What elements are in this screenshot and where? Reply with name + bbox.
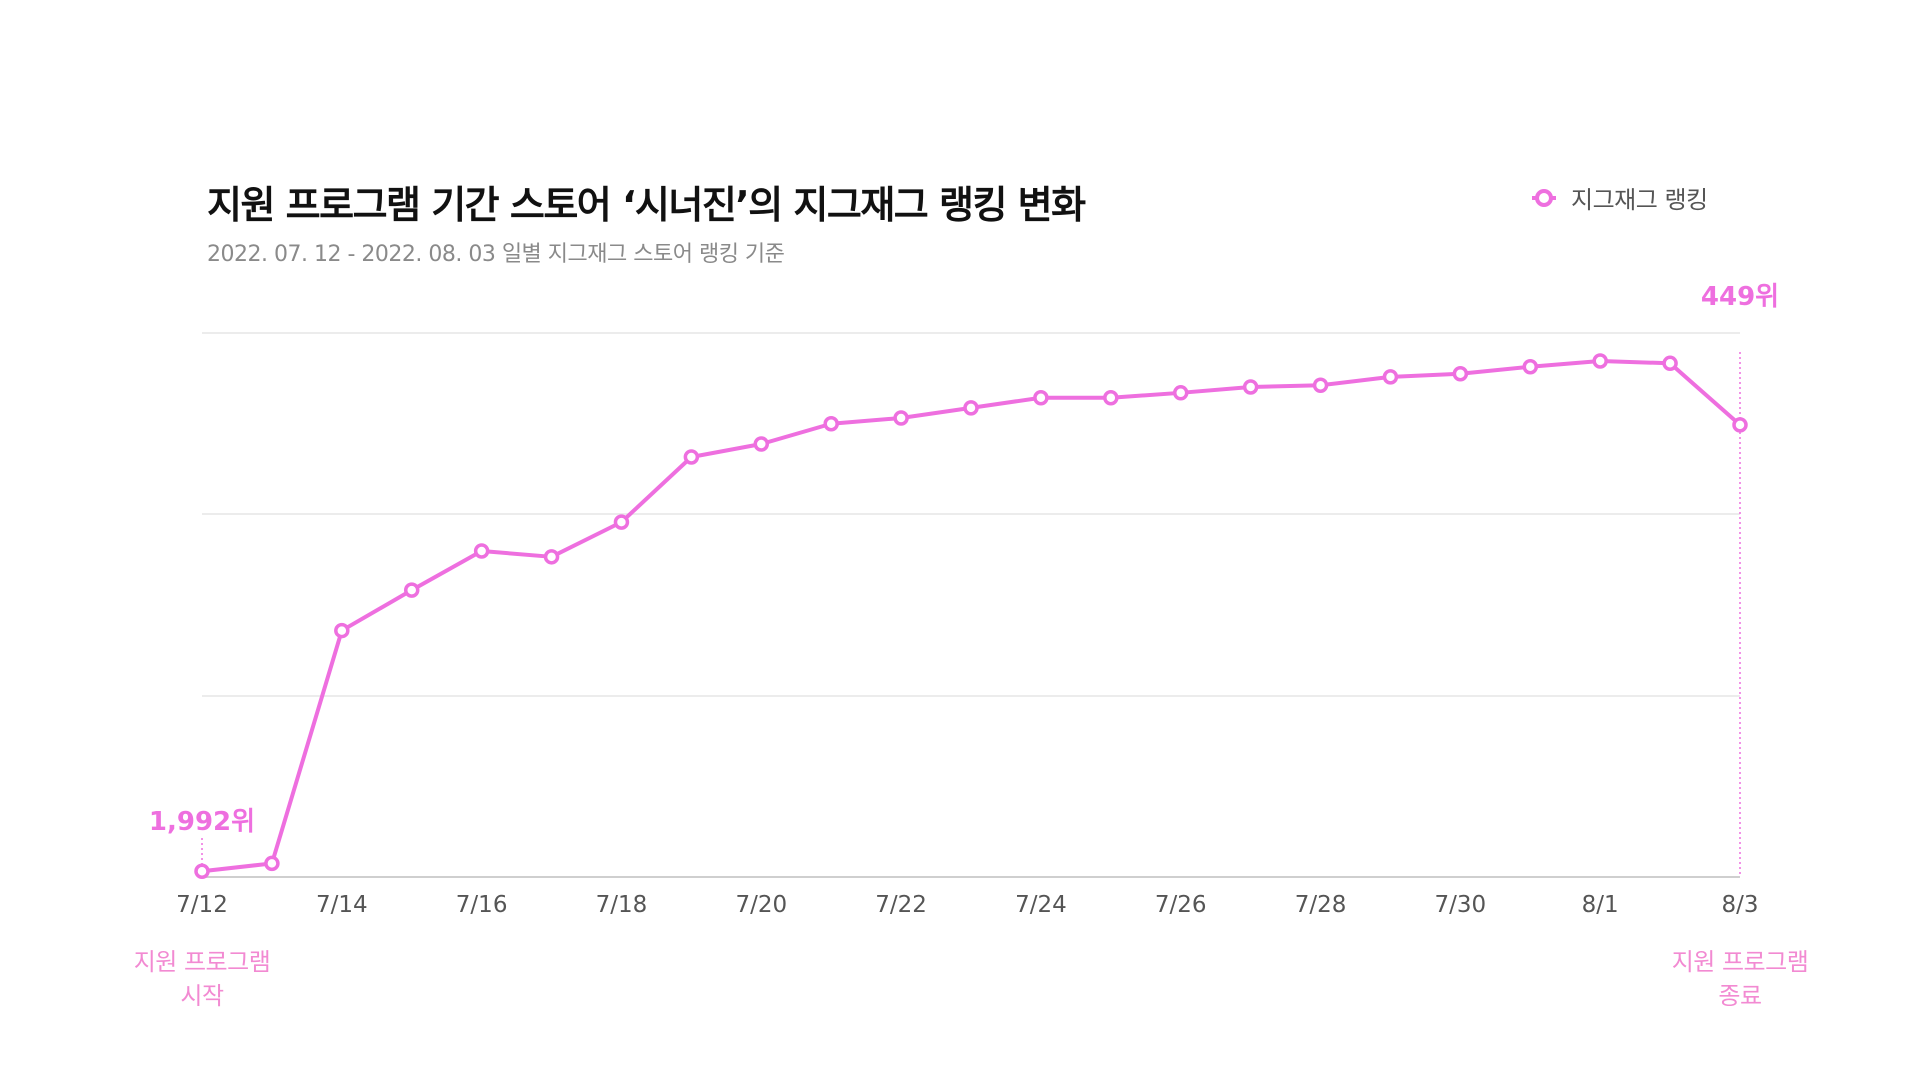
- x-tick-label: 7/22: [875, 892, 927, 918]
- start-value-label: 1,992위: [149, 807, 255, 837]
- data-point: [1732, 417, 1748, 433]
- x-tick-label: 7/30: [1435, 892, 1487, 918]
- data-point: [823, 416, 839, 432]
- program-start-annotation: 지원 프로그램 시작: [112, 945, 292, 1013]
- data-point: [1103, 389, 1119, 406]
- x-tick-label: 7/26: [1155, 892, 1207, 918]
- program-end-line2: 종료: [1718, 982, 1762, 1010]
- program-end-annotation: 지원 프로그램 종료: [1650, 945, 1830, 1013]
- data-point: [893, 410, 909, 426]
- legend-label: 지그재그 랭킹: [1571, 186, 1708, 214]
- x-tick-label: 7/20: [735, 892, 787, 918]
- data-point: [264, 855, 280, 872]
- data-point: [1033, 389, 1049, 406]
- data-point: [1312, 377, 1329, 394]
- data-point: [1382, 369, 1399, 385]
- data-point: [543, 549, 560, 565]
- x-tick-label: 7/12: [176, 892, 228, 918]
- x-tick-label: 7/18: [596, 892, 648, 918]
- data-point: [963, 400, 979, 416]
- chart-legend: 지그재그 랭킹: [1532, 180, 1708, 215]
- data-point: [1452, 365, 1469, 382]
- program-start-line2: 시작: [180, 982, 224, 1010]
- data-point: [403, 582, 420, 598]
- chart-subtitle: 2022. 07. 12 - 2022. 08. 03 일별 지그재그 스토어 …: [207, 242, 785, 267]
- data-point: [753, 436, 770, 452]
- data-point: [613, 514, 630, 530]
- program-end-line1: 지원 프로그램: [1671, 948, 1809, 976]
- legend-marker-icon: [1532, 188, 1556, 207]
- series-line: [200, 358, 1742, 874]
- x-tick-label: 7/14: [316, 892, 368, 918]
- program-start-line1: 지원 프로그램: [133, 948, 271, 976]
- x-tick-label: 7/16: [456, 892, 508, 918]
- x-tick-label: 7/24: [1015, 892, 1067, 918]
- data-point: [1522, 359, 1539, 375]
- data-point: [1172, 385, 1189, 401]
- data-point: [1662, 355, 1678, 372]
- data-point: [194, 863, 210, 879]
- data-point: [683, 449, 700, 465]
- x-tick-label: 7/28: [1295, 892, 1347, 918]
- x-tick-label: 8/1: [1582, 892, 1619, 918]
- data-point: [1592, 353, 1608, 369]
- data-point: [1242, 379, 1259, 395]
- end-value-label: 449위: [1701, 282, 1779, 312]
- x-tick-label: 8/3: [1721, 892, 1758, 918]
- data-point: [334, 622, 350, 639]
- data-point: [473, 543, 490, 559]
- chart-title: 지원 프로그램 기간 스토어 ‘시너진’의 지그재그 랭킹 변화: [207, 183, 1086, 227]
